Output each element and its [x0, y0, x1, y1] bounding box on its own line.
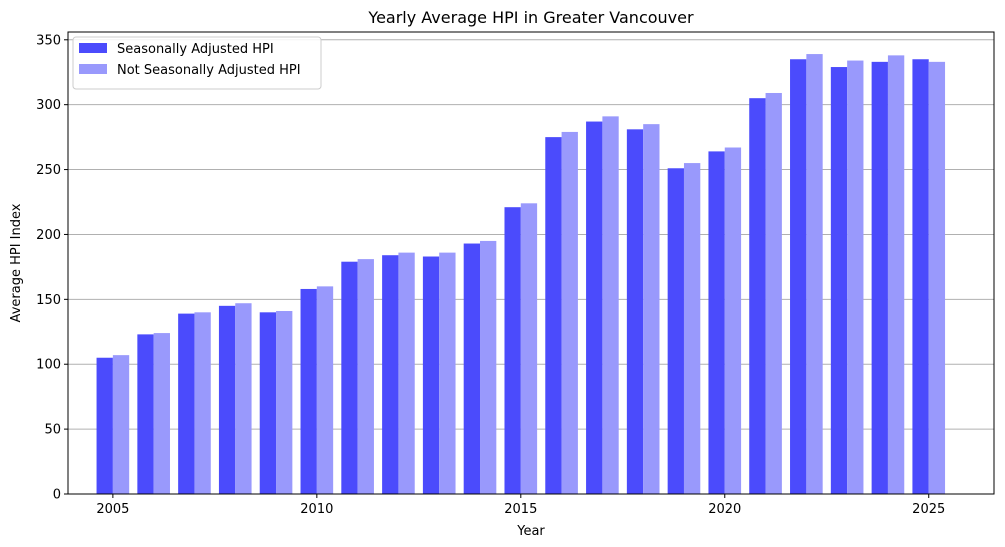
bar-seasonally-adjusted-2016 [545, 137, 562, 494]
bar-seasonally-adjusted-2011 [341, 261, 358, 494]
plot-frame [67, 31, 995, 495]
bar-not-seasonally-adjusted-2010 [316, 286, 334, 494]
bar-not-seasonally-adjusted-2021 [765, 92, 782, 494]
bar-not-seasonally-adjusted-2015 [520, 203, 538, 494]
bar-not-seasonally-adjusted-2008 [235, 303, 252, 494]
legend-swatch-not-seasonally-adjusted [79, 64, 107, 74]
bar-seasonally-adjusted-2005 [96, 357, 113, 494]
bar-not-seasonally-adjusted-2018 [643, 124, 660, 495]
bar-seasonally-adjusted-2021 [749, 98, 766, 494]
bar-seasonally-adjusted-2020 [708, 151, 725, 495]
bar-not-seasonally-adjusted-2019 [683, 163, 701, 494]
bar-seasonally-adjusted-2012 [382, 255, 399, 494]
bar-not-seasonally-adjusted-2005 [112, 355, 130, 494]
x-tick-label: 2015 [504, 502, 537, 517]
bar-seasonally-adjusted-2022 [790, 59, 807, 494]
y-tick-label: 300 [36, 98, 61, 113]
bar-not-seasonally-adjusted-2017 [602, 116, 619, 494]
bar-seasonally-adjusted-2006 [137, 334, 154, 494]
bar-seasonally-adjusted-2009 [259, 312, 277, 494]
y-tick-label: 0 [53, 488, 61, 503]
y-tick-label: 200 [36, 228, 61, 243]
bars [96, 54, 946, 495]
y-tick-label: 250 [36, 163, 61, 178]
bar-seasonally-adjusted-2025 [912, 59, 929, 494]
legend-label-not-seasonally-adjusted: Not Seasonally Adjusted HPI [117, 63, 301, 78]
bar-not-seasonally-adjusted-2009 [276, 311, 293, 494]
bar-seasonally-adjusted-2013 [422, 256, 440, 494]
bar-not-seasonally-adjusted-2011 [357, 259, 374, 494]
x-axis-ticks: 2005 2010 2015 2020 2025 [96, 494, 945, 517]
x-axis-label: Year [516, 524, 545, 539]
bar-seasonally-adjusted-2014 [463, 243, 481, 494]
bar-not-seasonally-adjusted-2006 [153, 333, 170, 494]
bar-not-seasonally-adjusted-2013 [439, 252, 456, 494]
bar-seasonally-adjusted-2023 [830, 67, 848, 494]
legend: Seasonally Adjusted HPI Not Seasonally A… [72, 36, 322, 90]
legend-swatch-seasonally-adjusted [79, 43, 107, 53]
bar-not-seasonally-adjusted-2007 [194, 312, 211, 494]
bar-not-seasonally-adjusted-2023 [847, 60, 864, 494]
bar-seasonally-adjusted-2017 [586, 121, 603, 494]
x-tick-label: 2010 [300, 502, 333, 517]
bar-not-seasonally-adjusted-2014 [480, 240, 497, 494]
bar-seasonally-adjusted-2024 [871, 61, 888, 494]
bar-not-seasonally-adjusted-2012 [398, 252, 415, 494]
bar-not-seasonally-adjusted-2020 [724, 147, 742, 494]
y-tick-label: 50 [44, 423, 61, 438]
legend-label-seasonally-adjusted: Seasonally Adjusted HPI [117, 42, 274, 57]
bar-seasonally-adjusted-2018 [626, 129, 644, 494]
bar-not-seasonally-adjusted-2022 [806, 54, 823, 494]
x-tick-label: 2025 [912, 502, 945, 517]
bar-not-seasonally-adjusted-2024 [887, 55, 905, 494]
bar-seasonally-adjusted-2008 [218, 305, 236, 494]
bar-seasonally-adjusted-2019 [667, 168, 684, 494]
y-tick-label: 350 [36, 33, 61, 48]
legend-box [72, 36, 322, 90]
x-tick-label: 2005 [96, 502, 129, 517]
chart-title: Yearly Average HPI in Greater Vancouver [367, 8, 694, 27]
y-tick-label: 150 [36, 293, 61, 308]
y-axis-label: Average HPI Index [9, 203, 24, 322]
bar-seasonally-adjusted-2015 [504, 207, 521, 494]
y-tick-label: 100 [36, 358, 61, 373]
x-tick-label: 2020 [708, 502, 741, 517]
bar-seasonally-adjusted-2010 [300, 288, 317, 494]
bar-seasonally-adjusted-2007 [178, 313, 195, 494]
y-axis-ticks: 0 50 100 150 200 250 300 350 [36, 33, 68, 503]
bar-not-seasonally-adjusted-2016 [561, 131, 578, 494]
bar-not-seasonally-adjusted-2025 [928, 61, 946, 494]
